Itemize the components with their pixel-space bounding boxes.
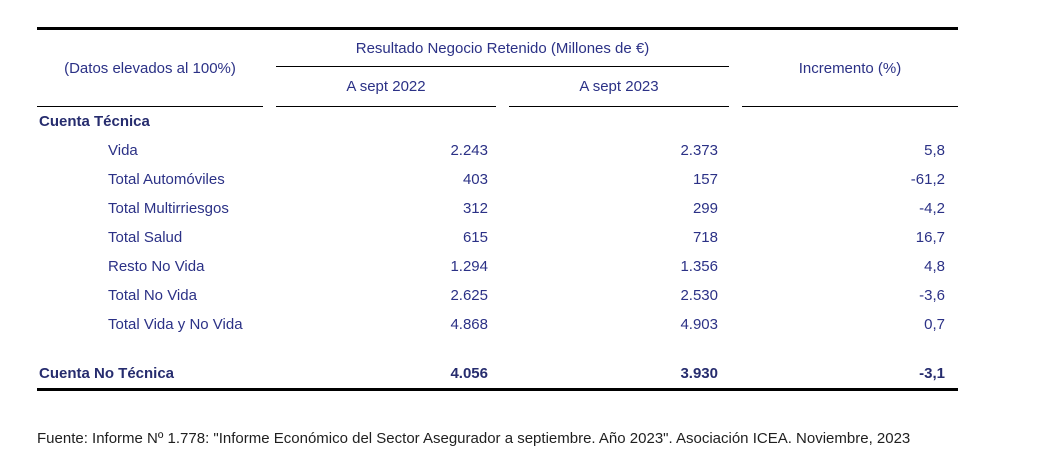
value-increment: 0,7: [924, 316, 945, 333]
table-top-rule: [37, 27, 958, 30]
value-increment: -4,2: [919, 200, 945, 217]
value-sept-2022: 615: [462, 229, 488, 246]
results-table: (Datos elevados al 100%) Resultado Negoc…: [37, 27, 958, 391]
value-sept-2023: 3.930: [680, 365, 718, 382]
value-sept-2022: 312: [462, 200, 488, 217]
value-sept-2022: 2.243: [450, 142, 488, 159]
table-body: Cuenta Técnica Vida 2.243 2.373 5,8 Tota…: [37, 107, 958, 388]
table-row: Total Salud 615 718 16,7: [37, 223, 958, 252]
value-increment: 16,7: [915, 229, 945, 246]
row-label: Cuenta Técnica: [39, 113, 150, 130]
table-row: Cuenta Técnica: [37, 107, 958, 136]
value-sept-2023: 2.373: [680, 142, 718, 159]
column-header-sept-2022: A sept 2022: [276, 67, 496, 107]
group-header-retained-result: Resultado Negocio Retenido (Millones de …: [276, 30, 729, 67]
value-sept-2022: 1.294: [450, 258, 488, 275]
column-header-sept-2023: A sept 2023: [509, 67, 729, 107]
row-label: Vida: [108, 142, 138, 159]
corner-label: (Datos elevados al 100%): [37, 30, 263, 107]
value-increment: 4,8: [924, 258, 945, 275]
value-sept-2023: 299: [692, 200, 718, 217]
row-label: Total Automóviles: [108, 171, 225, 188]
value-sept-2023: [509, 107, 729, 136]
source-note: Fuente: Informe Nº 1.778: "Informe Econó…: [37, 430, 911, 447]
value-increment: [742, 107, 958, 136]
value-sept-2022: 403: [462, 171, 488, 188]
value-increment: -61,2: [910, 171, 945, 188]
value-increment: -3,6: [919, 287, 945, 304]
value-sept-2022: 2.625: [450, 287, 488, 304]
column-header-increment: Incremento (%): [742, 30, 958, 107]
value-sept-2022: 4.868: [450, 316, 488, 333]
table-row: Total Multirriesgos 312 299 -4,2: [37, 194, 958, 223]
row-label: Resto No Vida: [108, 258, 205, 275]
value-sept-2022: [276, 107, 496, 136]
value-sept-2023: 157: [692, 171, 718, 188]
table-row: Cuenta No Técnica 4.056 3.930 -3,1: [37, 359, 958, 388]
value-sept-2023: 718: [692, 229, 718, 246]
row-label: Total Vida y No Vida: [108, 316, 243, 333]
table-bottom-rule: [37, 388, 958, 391]
row-label: Total Multirriesgos: [108, 200, 229, 217]
value-sept-2023: 2.530: [680, 287, 718, 304]
table-row: Total Automóviles 403 157 -61,2: [37, 165, 958, 194]
row-label: Total No Vida: [108, 287, 197, 304]
row-label: Total Salud: [108, 229, 183, 246]
table-row: Total Vida y No Vida 4.868 4.903 0,7: [37, 310, 958, 339]
value-increment: -3,1: [919, 365, 945, 382]
table-row: Resto No Vida 1.294 1.356 4,8: [37, 252, 958, 281]
value-sept-2022: 4.056: [450, 365, 488, 382]
value-sept-2023: 1.356: [680, 258, 718, 275]
value-sept-2023: 4.903: [680, 316, 718, 333]
value-increment: 5,8: [924, 142, 945, 159]
row-label: Cuenta No Técnica: [39, 365, 175, 382]
table-row: Total No Vida 2.625 2.530 -3,6: [37, 281, 958, 310]
table-header: (Datos elevados al 100%) Resultado Negoc…: [37, 30, 958, 107]
table-row: Vida 2.243 2.373 5,8: [37, 136, 958, 165]
